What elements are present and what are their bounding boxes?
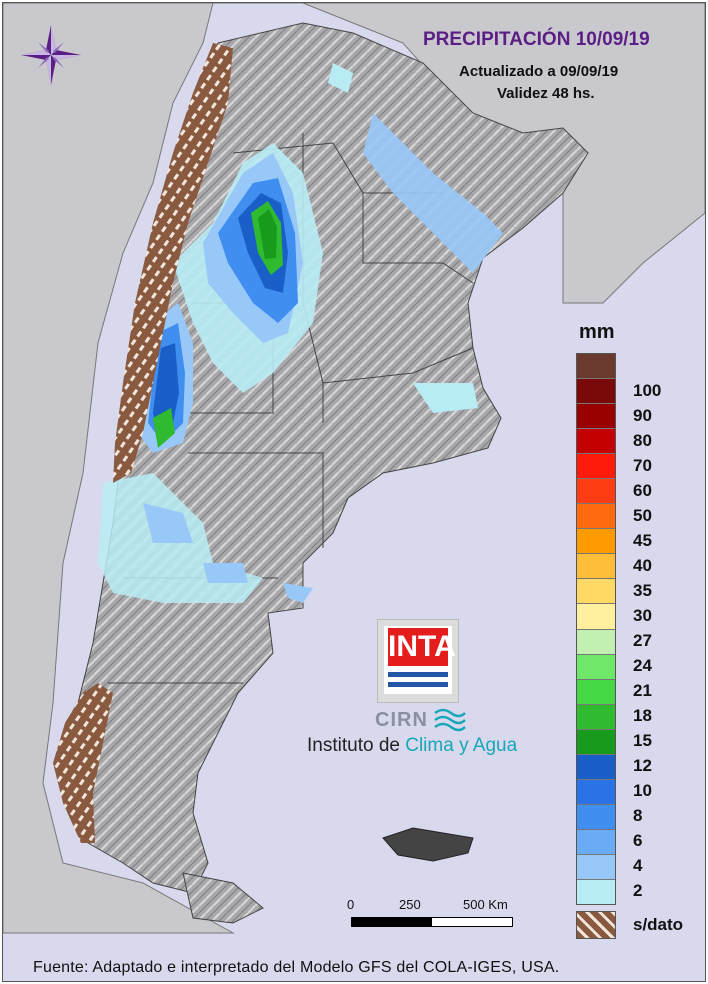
legend-swatch <box>577 479 615 505</box>
legend-swatch <box>577 604 615 630</box>
inta-logo: INTA <box>377 619 459 703</box>
legend-swatch <box>577 779 615 805</box>
legend-label: 21 <box>633 680 652 700</box>
legend-swatch <box>577 379 615 405</box>
malvinas-islands <box>382 827 474 862</box>
legend-swatch <box>577 679 615 705</box>
waves-icon <box>434 708 466 732</box>
legend-label: 80 <box>633 430 652 450</box>
legend-swatch <box>577 454 615 480</box>
legend-unit: mm <box>579 321 615 343</box>
legend-label: 40 <box>633 555 652 575</box>
legend-label: 100 <box>633 380 662 400</box>
legend-label: 27 <box>633 630 652 650</box>
legend-swatch <box>577 804 615 830</box>
cirn-label: CIRN <box>375 709 428 731</box>
scale-label-500: 500 Km <box>463 897 508 912</box>
legend-label: 15 <box>633 730 652 750</box>
neighbor-countries <box>3 3 705 934</box>
source-footer: Fuente: Adaptado e interpretado del Mode… <box>33 959 560 976</box>
institute-accent: Clima y Agua <box>405 735 518 756</box>
legend-swatch <box>577 629 615 655</box>
legend-swatch <box>577 854 615 880</box>
no-data-andes-south <box>53 683 113 843</box>
legend-swatch <box>577 579 615 605</box>
scale-bar <box>351 917 513 927</box>
legend-swatch <box>577 504 615 530</box>
no-data-label: s/dato <box>633 915 684 934</box>
logo-stripe <box>388 682 448 687</box>
legend-label: 2 <box>633 880 643 900</box>
legend-swatch <box>577 354 615 380</box>
no-data-swatch <box>576 911 616 939</box>
legend-label: 12 <box>633 755 652 775</box>
precipitation-field <box>98 63 503 603</box>
legend-swatch <box>577 554 615 580</box>
legend-swatch <box>577 729 615 755</box>
legend-swatch <box>577 404 615 430</box>
institute-prefix: Instituto de <box>307 735 400 756</box>
legend-color-ramp <box>576 353 616 905</box>
legend-label: 70 <box>633 455 652 475</box>
no-data-andes-north <box>113 43 233 483</box>
map-title: PRECIPITACIÓN 10/09/19 <box>423 29 650 50</box>
legend-label: 6 <box>633 830 643 850</box>
legend-label: 10 <box>633 780 652 800</box>
validity-text: Validez 48 hs. <box>497 85 595 102</box>
legend-swatch <box>577 529 615 555</box>
legend-label: 18 <box>633 705 652 725</box>
legend-label: 45 <box>633 530 652 550</box>
legend-label: 8 <box>633 805 643 825</box>
legend-swatch <box>577 429 615 455</box>
legend-label: 24 <box>633 655 652 675</box>
compass-rose-icon <box>21 25 81 85</box>
legend-label: 90 <box>633 405 652 425</box>
logo-stripe <box>388 672 448 677</box>
scale-label-0: 0 <box>347 897 355 912</box>
institute-name: Instituto de Clima y Agua <box>307 735 517 757</box>
legend-label: 35 <box>633 580 652 600</box>
legend-label: 50 <box>633 505 652 525</box>
inta-logo-text: INTA <box>388 628 456 666</box>
legend-label: 4 <box>633 855 643 875</box>
legend-swatch <box>577 654 615 680</box>
legend-swatch <box>577 754 615 780</box>
legend-swatch <box>577 879 615 905</box>
legend-label: 60 <box>633 480 652 500</box>
tierra-del-fuego <box>182 872 264 924</box>
map-canvas <box>3 3 705 934</box>
legend-swatch <box>577 829 615 855</box>
scale-label-250: 250 <box>399 897 421 912</box>
updated-date: Actualizado a 09/09/19 <box>459 63 619 80</box>
legend-label: 30 <box>633 605 652 625</box>
legend-swatch <box>577 704 615 730</box>
